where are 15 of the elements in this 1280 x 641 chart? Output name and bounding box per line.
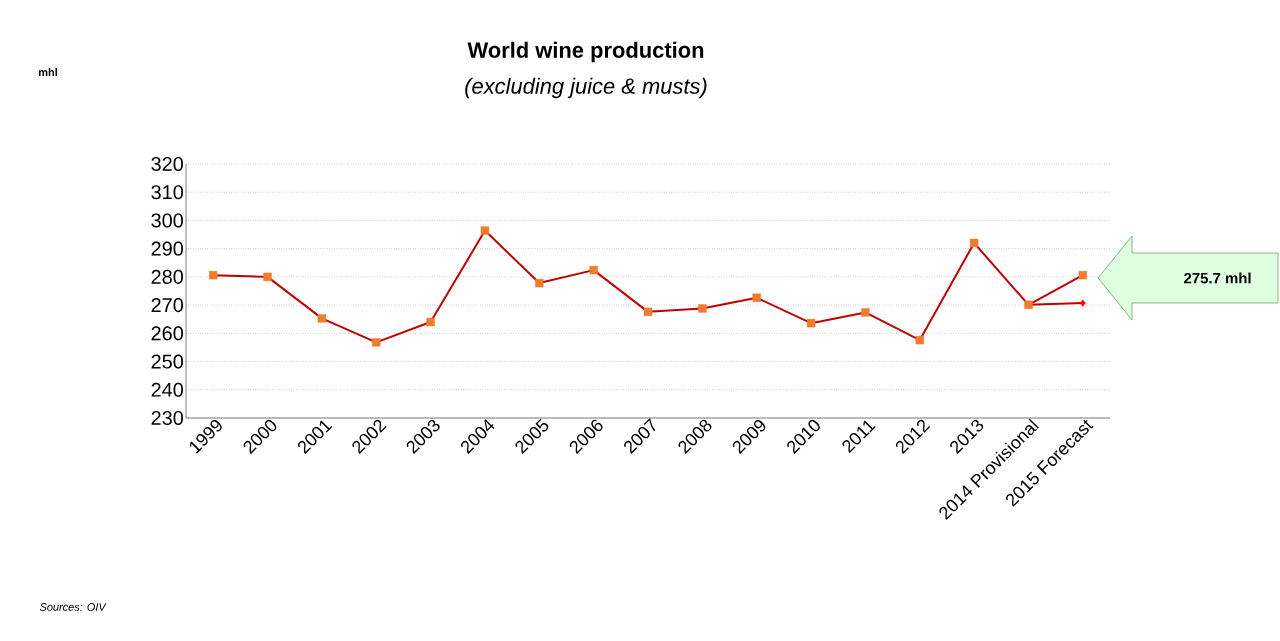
y-tick-label: 310 [151,185,184,200]
y-tick-label: 320 [151,156,184,172]
chart-subtitle: (excluding juice & musts) [465,77,707,99]
y-tick-label: 260 [151,326,184,341]
y-tick-label: 290 [151,241,184,256]
y-tick-label: 270 [151,298,184,313]
text: 275.7 mhl [1184,272,1251,284]
y-tick-label: 280 [151,269,184,284]
source-note: Sources: OIV [39,603,107,611]
y-tick-label: 250 [151,354,184,369]
chart-title: World wine production [467,41,704,63]
y-tick-label: 230 [151,410,184,426]
text: mhl [38,68,57,76]
y-tick-label: 300 [151,213,184,228]
y-tick-label: 240 [151,382,184,397]
